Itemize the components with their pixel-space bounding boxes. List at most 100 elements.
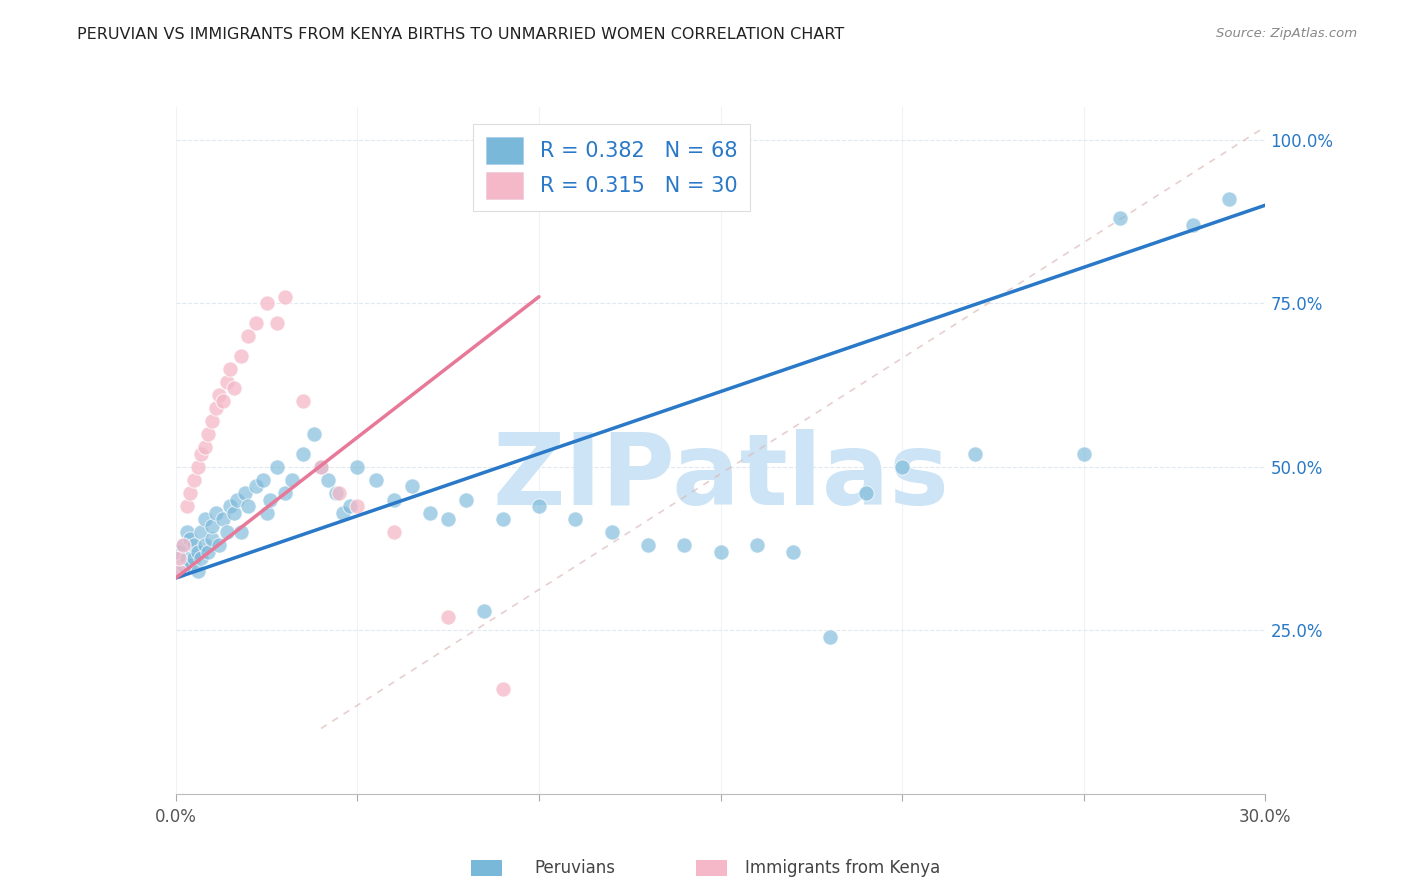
- Point: [1218, 192, 1240, 206]
- Text: Source: ZipAtlas.com: Source: ZipAtlas.com: [1216, 27, 1357, 40]
- Point: [233, 486, 256, 500]
- Point: [818, 630, 841, 644]
- Point: [302, 427, 325, 442]
- Point: [266, 316, 288, 330]
- Point: [339, 499, 361, 513]
- Point: [274, 290, 297, 304]
- Point: [169, 551, 191, 566]
- Text: Peruvians: Peruvians: [534, 859, 616, 877]
- Point: [194, 512, 217, 526]
- Point: [219, 361, 242, 376]
- Point: [382, 525, 405, 540]
- Point: [186, 459, 209, 474]
- Point: [197, 427, 219, 442]
- Point: [204, 401, 226, 415]
- Point: [194, 440, 217, 454]
- Point: [176, 551, 198, 566]
- Point: [782, 545, 804, 559]
- Point: [266, 459, 288, 474]
- Point: [231, 525, 253, 540]
- Point: [745, 538, 768, 552]
- Point: [274, 486, 297, 500]
- Point: [169, 565, 191, 579]
- Point: [309, 459, 332, 474]
- Point: [222, 506, 245, 520]
- Point: [190, 447, 212, 461]
- Point: [673, 538, 696, 552]
- Point: [201, 532, 224, 546]
- Point: [186, 565, 209, 579]
- Point: [281, 473, 304, 487]
- Point: [183, 551, 205, 566]
- Text: ZIPatlas: ZIPatlas: [492, 429, 949, 526]
- Point: [252, 473, 274, 487]
- Point: [179, 532, 201, 546]
- Text: PERUVIAN VS IMMIGRANTS FROM KENYA BIRTHS TO UNMARRIED WOMEN CORRELATION CHART: PERUVIAN VS IMMIGRANTS FROM KENYA BIRTHS…: [77, 27, 845, 42]
- Point: [215, 375, 238, 389]
- Point: [208, 538, 231, 552]
- Point: [419, 506, 441, 520]
- Point: [212, 394, 235, 409]
- Point: [169, 565, 191, 579]
- Point: [710, 545, 733, 559]
- Point: [201, 518, 224, 533]
- Point: [291, 447, 314, 461]
- Point: [186, 545, 209, 559]
- Point: [637, 538, 659, 552]
- Point: [212, 512, 235, 526]
- Point: [190, 551, 212, 566]
- Point: [332, 506, 354, 520]
- Point: [176, 499, 198, 513]
- Point: [172, 538, 194, 552]
- Point: [437, 610, 460, 624]
- Point: [1109, 211, 1132, 226]
- Point: [291, 394, 314, 409]
- Legend: R = 0.382   N = 68, R = 0.315   N = 30: R = 0.382 N = 68, R = 0.315 N = 30: [474, 124, 749, 211]
- Point: [197, 545, 219, 559]
- Point: [256, 506, 278, 520]
- Point: [492, 512, 515, 526]
- Point: [474, 604, 496, 618]
- Point: [231, 349, 253, 363]
- Point: [172, 538, 194, 552]
- Point: [190, 525, 212, 540]
- Point: [226, 492, 249, 507]
- Point: [1073, 447, 1095, 461]
- Point: [215, 525, 238, 540]
- Point: [238, 499, 260, 513]
- Point: [179, 486, 201, 500]
- Point: [437, 512, 460, 526]
- Point: [963, 447, 986, 461]
- Point: [169, 545, 191, 559]
- Point: [318, 473, 340, 487]
- Point: [183, 538, 205, 552]
- Point: [208, 388, 231, 402]
- Point: [492, 682, 515, 697]
- Point: [309, 459, 332, 474]
- Text: Immigrants from Kenya: Immigrants from Kenya: [745, 859, 941, 877]
- Point: [204, 506, 226, 520]
- Point: [346, 459, 368, 474]
- Point: [194, 538, 217, 552]
- Point: [219, 499, 242, 513]
- Point: [259, 492, 281, 507]
- Point: [401, 479, 423, 493]
- Point: [176, 525, 198, 540]
- Point: [328, 486, 350, 500]
- Point: [172, 558, 194, 572]
- Point: [382, 492, 405, 507]
- Point: [245, 316, 267, 330]
- Point: [564, 512, 586, 526]
- Point: [245, 479, 267, 493]
- Point: [1181, 218, 1204, 232]
- Point: [855, 486, 877, 500]
- Point: [527, 499, 550, 513]
- Point: [201, 414, 224, 428]
- Point: [346, 499, 368, 513]
- Point: [179, 558, 201, 572]
- Point: [222, 381, 245, 395]
- Point: [364, 473, 387, 487]
- Point: [891, 459, 914, 474]
- Point: [256, 296, 278, 310]
- Point: [325, 486, 347, 500]
